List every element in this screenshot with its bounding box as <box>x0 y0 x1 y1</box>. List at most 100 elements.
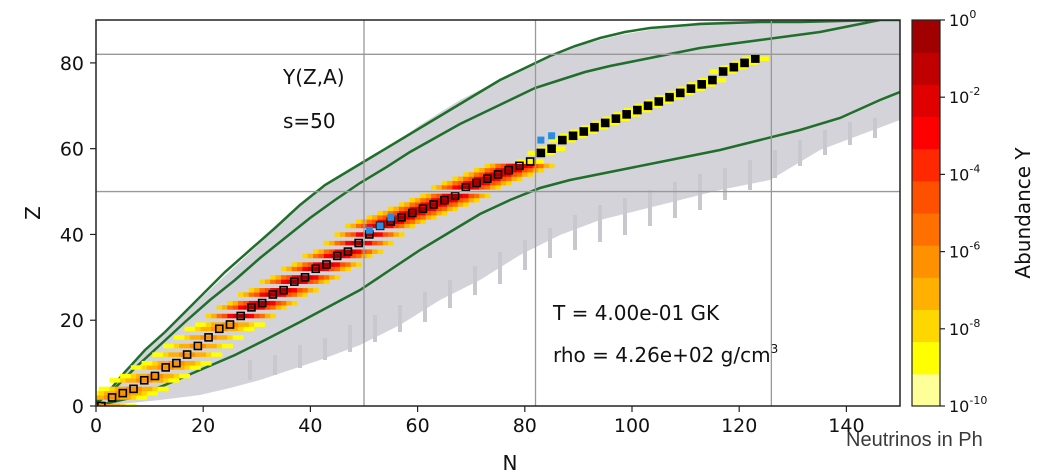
heatmap-cell <box>372 249 378 254</box>
heatmap-cell <box>382 210 389 216</box>
heatmap-cell <box>248 288 255 293</box>
heatmap-cell <box>484 167 491 173</box>
path-nucleus-marker <box>97 401 106 406</box>
heatmap-cell <box>457 185 464 190</box>
heatmap-cell <box>88 395 94 400</box>
heatmap-cell <box>538 159 544 164</box>
heatmap-cell <box>431 202 437 207</box>
x-tick-label: 80 <box>513 415 537 437</box>
heatmap-cell <box>398 202 405 207</box>
heatmap-cell <box>538 167 544 173</box>
heatmap-cell <box>173 343 180 349</box>
y-axis-ticks: 0 20 40 60 80 <box>60 53 96 418</box>
heatmap-cell <box>355 240 362 246</box>
heatmap-cell <box>211 343 217 349</box>
heatmap-cell <box>318 279 325 284</box>
path-nucleus-marker <box>697 80 706 89</box>
heatmap-cell <box>270 300 276 306</box>
heatmap-cell <box>254 313 260 319</box>
heatmap-cell <box>473 185 480 190</box>
colorbar <box>912 20 940 407</box>
heatmap-cell <box>431 193 437 199</box>
heatmap-cell <box>548 137 555 143</box>
heatmap-cell <box>184 365 191 370</box>
path-nucleus-marker <box>547 144 556 153</box>
lower-boundary-line <box>96 90 900 406</box>
heatmap-cell <box>152 360 158 366</box>
heatmap-cell <box>216 326 223 332</box>
heatmap-cell <box>398 223 405 229</box>
heatmap-cell <box>355 232 362 237</box>
heatmap-cell <box>452 193 459 199</box>
heatmap-cell <box>463 193 469 199</box>
heatmap-cell <box>672 90 678 96</box>
heatmap-cell <box>463 185 469 190</box>
heatmap-cell <box>136 386 142 392</box>
heatmap-cell <box>489 163 496 169</box>
heatmap-cell <box>607 116 614 122</box>
heatmap-cell <box>307 275 314 280</box>
path-nucleus-marker <box>429 200 438 209</box>
heatmap-cell <box>232 326 239 332</box>
heatmap-cell <box>516 172 523 177</box>
heatmap-cell <box>640 107 646 113</box>
heatmap-cell <box>382 223 389 229</box>
heatmap-cell <box>323 262 330 267</box>
heatmap-cell <box>425 197 432 203</box>
heatmap-cell <box>345 232 351 237</box>
heatmap-cell <box>404 219 410 224</box>
heatmap-cell <box>120 403 126 406</box>
heatmap-cell <box>264 313 271 319</box>
heatmap-cell <box>575 129 582 134</box>
heatmap-cell <box>157 360 164 366</box>
heatmap-cell <box>286 275 292 280</box>
heatmap-cell <box>227 335 233 340</box>
colorbar-tick-label: 10-4 <box>949 162 980 184</box>
heatmap-cell <box>516 176 523 182</box>
heatmap-cell <box>254 322 260 327</box>
x-tick-label: 60 <box>406 415 430 437</box>
heatmap-cell <box>168 360 174 366</box>
heatmap-cell <box>297 266 303 272</box>
heatmap-cell <box>125 395 132 400</box>
heatmap-cell <box>398 206 405 212</box>
flow-marker <box>537 136 545 144</box>
heatmap-cell <box>216 305 223 310</box>
heatmap-cell <box>366 240 373 246</box>
heatmap-cell <box>302 288 308 293</box>
path-nucleus-marker <box>729 62 739 72</box>
heatmap-cell <box>473 180 480 186</box>
heatmap-cell <box>382 215 389 220</box>
heatmap-cell <box>297 262 303 267</box>
heatmap-cell <box>436 202 442 207</box>
heatmap-cell <box>457 193 464 199</box>
heatmap-cell <box>366 215 373 220</box>
heatmap-cell <box>329 262 335 267</box>
heatmap-cell <box>420 215 426 220</box>
heatmap-cell <box>232 335 239 340</box>
heatmap-cell <box>205 326 212 332</box>
heatmap-cell <box>136 390 142 396</box>
heatmap-cell <box>468 176 475 182</box>
heatmap-cell <box>157 378 164 383</box>
heatmap-cell <box>468 185 475 190</box>
heatmap-cell <box>581 133 587 139</box>
heatmap-cell <box>388 223 394 229</box>
heatmap-cell <box>377 232 384 237</box>
heatmap-cell <box>457 176 464 182</box>
heatmap-cell <box>699 86 705 91</box>
heatmap-cell <box>543 150 550 156</box>
heatmap-cell <box>355 253 362 259</box>
heatmap-cell <box>457 202 464 207</box>
heatmap-cell <box>382 240 389 246</box>
heatmap-cell <box>747 60 753 66</box>
heatmap-cell <box>280 279 287 284</box>
colorbar-tick-label: 10-6 <box>949 240 980 262</box>
heatmap-cell <box>195 335 201 340</box>
path-nucleus-marker <box>129 384 138 394</box>
heatmap-cell <box>141 378 148 383</box>
heatmap-cell <box>163 373 169 379</box>
path-nucleus-marker <box>590 122 599 132</box>
heatmap-cell <box>200 360 207 366</box>
heatmap-cell <box>109 386 116 392</box>
